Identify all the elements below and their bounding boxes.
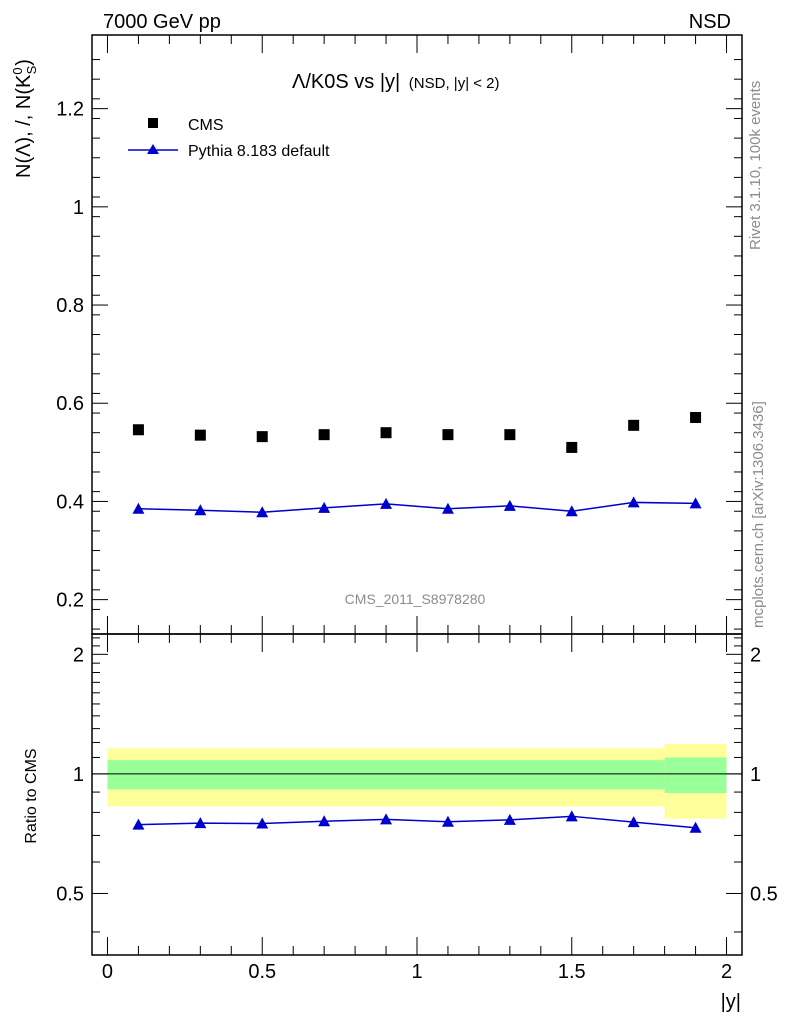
x-tick-label: 0.5	[248, 961, 276, 983]
ratio-point	[132, 818, 145, 830]
ratio-point	[565, 810, 578, 822]
main-y-axis-label: N(Λ), /, N(K0S)	[10, 59, 39, 178]
cms-data-point	[380, 427, 392, 439]
x-tick-label: 0	[102, 961, 113, 983]
ratio-point	[318, 815, 331, 827]
ratio-x-axis: 0 0.5 1 1.5 2	[102, 634, 732, 983]
pythia-point	[194, 504, 207, 516]
pythia-point	[256, 506, 269, 518]
legend-cms-marker	[148, 118, 158, 128]
header-right-label: NSD	[689, 11, 731, 33]
ratio-point	[503, 813, 516, 825]
rivet-version-label: Rivet 3.1.10, 100k events	[747, 81, 764, 250]
main-plot-marks	[132, 411, 702, 518]
ratio-y-tick-label: 0.5	[56, 883, 84, 905]
ratio-plot-marks	[132, 810, 702, 833]
cms-data-point	[442, 429, 454, 441]
pythia-point	[627, 496, 640, 508]
analysis-watermark: CMS_2011_S8978280	[345, 591, 486, 607]
ratio-y-tick-label-right: 2	[750, 644, 761, 666]
main-y-axis-label-sub: S	[24, 65, 39, 74]
ratio-inner-uncertainty-band	[107, 760, 665, 790]
cms-data-point	[690, 411, 702, 423]
cms-data-point	[566, 441, 578, 453]
pythia-point	[132, 502, 145, 514]
main-y-axis: 0.2 0.4 0.6 0.8 1 1.2	[56, 59, 742, 630]
pythia-point	[689, 497, 702, 509]
pythia-point	[503, 499, 516, 511]
plot-title-sub: (NSD, |y| < 2)	[409, 75, 500, 92]
legend-pythia-label: Pythia 8.183 default	[188, 143, 330, 160]
main-plot-panel: 0.2 0.4 0.6 0.8 1 1.2 Λ/K0S vs |y| (NSD, |y| …	[10, 34, 743, 635]
x-axis-label: |y|	[721, 991, 741, 1013]
pythia-point	[565, 505, 578, 517]
ratio-y-tick-label-right: 1	[750, 764, 761, 786]
ratio-point	[689, 821, 702, 833]
ratio-point	[441, 815, 454, 827]
ratio-y-tick-label: 1	[73, 764, 84, 786]
ratio-plot-panel: 0.5 0.5 1 1 2 2 0 0.5 1 1.5 2 Ratio to CMS |y|	[23, 633, 778, 1013]
main-y-tick-label: 1	[73, 197, 84, 219]
main-y-tick-label: 0.6	[56, 393, 84, 415]
cms-data-point	[194, 429, 206, 441]
ratio-point	[256, 817, 269, 829]
pythia-series-line	[138, 501, 696, 513]
ratio-point	[380, 813, 393, 825]
legend: CMS Pythia 8.183 default	[128, 117, 330, 160]
main-y-tick-label: 0.8	[56, 295, 84, 317]
main-y-axis-label-close: )	[13, 59, 35, 66]
x-tick-label: 1	[411, 961, 422, 983]
main-y-tick-label: 0.4	[56, 491, 84, 513]
cms-data-point	[504, 429, 516, 441]
header-left-label: 7000 GeV pp	[103, 11, 221, 33]
cms-data-point	[318, 429, 330, 441]
mcplots-source-label: mcplots.cern.ch [arXiv:1306.3436]	[750, 401, 767, 628]
ratio-series-line	[138, 815, 696, 829]
pythia-point	[441, 502, 454, 514]
cms-data-point	[256, 431, 268, 443]
ratio-y-axis-label: Ratio to CMS	[23, 748, 40, 843]
legend-pythia-marker	[147, 144, 159, 154]
ratio-y-tick-label-right: 0.5	[750, 883, 778, 905]
x-tick-label: 2	[721, 961, 732, 983]
main-x-axis	[106, 35, 728, 634]
ratio-y-tick-label: 2	[73, 644, 84, 666]
cms-data-point	[628, 419, 640, 431]
legend-cms-label: CMS	[188, 117, 224, 134]
cms-data-point	[132, 424, 144, 436]
ratio-y-axis: 0.5 0.5 1 1 2 2	[56, 637, 778, 933]
main-y-tick-label: 0.2	[56, 590, 84, 612]
main-y-axis-label-text: N(Λ), /, N(K	[13, 74, 35, 178]
ratio-point	[194, 817, 207, 829]
pythia-point	[380, 497, 393, 509]
ratio-point	[627, 816, 640, 828]
plot-title: Λ/K0S vs |y| (NSD, |y| < 2)	[292, 71, 500, 93]
ratio-uncertainty-bands	[92, 743, 742, 819]
main-y-tick-label: 1.2	[56, 99, 84, 121]
x-tick-label: 1.5	[558, 961, 586, 983]
plot-title-main: Λ/K0S vs |y|	[292, 71, 400, 93]
pythia-point	[318, 501, 331, 513]
ratio-inner-uncertainty-band	[664, 757, 727, 794]
main-y-axis-label-sup: 0	[10, 67, 25, 74]
